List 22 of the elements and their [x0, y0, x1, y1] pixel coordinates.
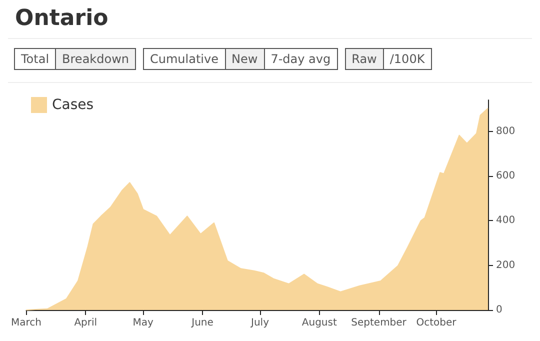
- chart-title: Ontario: [15, 6, 108, 31]
- y-tick-label: 800: [496, 126, 516, 137]
- toggle-button: New: [224, 48, 265, 70]
- x-tick-label: May: [132, 318, 154, 328]
- y-tick-label: 0: [496, 304, 502, 316]
- y-tick-label: 400: [496, 215, 516, 226]
- toggle-button: /100K: [382, 48, 432, 70]
- x-tick-label: October: [416, 318, 458, 328]
- toggle-button: Total: [14, 48, 56, 70]
- x-tick-label: April: [74, 318, 98, 328]
- toggle-button: Breakdown: [55, 48, 136, 70]
- y-tick-label: 200: [496, 260, 516, 271]
- x-tick-label: September: [351, 318, 408, 328]
- toggle-button: 7-day avg: [264, 48, 338, 70]
- y-tick-label: 600: [496, 170, 516, 182]
- toggle-button: Cumulative: [143, 48, 226, 70]
- x-tick-label: July: [250, 318, 270, 328]
- legend-label: Cases: [52, 97, 94, 113]
- x-tick-label: June: [190, 318, 214, 328]
- x-tick-label: March: [11, 318, 42, 328]
- toggle-button: Raw: [344, 48, 384, 70]
- x-tick-label: August: [302, 318, 337, 328]
